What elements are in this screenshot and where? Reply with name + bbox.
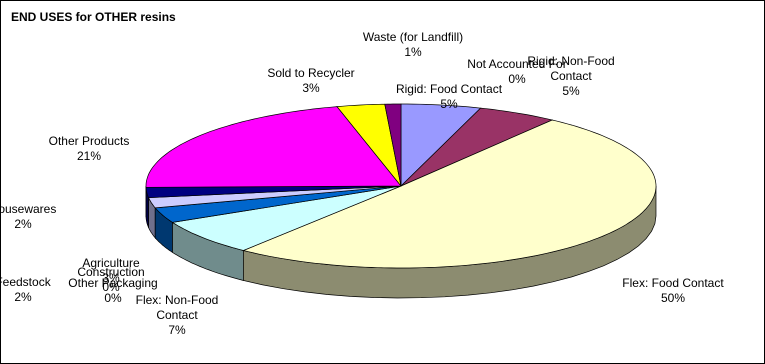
pie-slice-other-products [145, 106, 402, 188]
pie-slice-waste-for-landfill- [384, 103, 402, 187]
pie-slice-flex-food-contact [242, 119, 657, 269]
pie-slice-sold-to-recycler [336, 103, 402, 187]
slice-label-flex-non-food-contact: Flex: Non-Food Contact 7% [136, 293, 219, 337]
slice-label-housewares: Housewares2% [1, 202, 56, 231]
slice-label-sold-to-recycler: Sold to Recycler 3% [267, 66, 354, 95]
slice-label-waste-for-landfill-: Waste (for Landfill) 1% [363, 30, 463, 59]
slice-label-rigid-non-food-contact: Rigid: Non-Food Contact 5% [527, 54, 614, 98]
pie-slice-rigid-non-food-contact [400, 107, 554, 187]
slice-label-not-accounted-for: Not Accounted For 0% [467, 57, 566, 86]
pie-slice-housewares [145, 185, 402, 199]
slice-label-construction: Construction 0% [77, 265, 144, 294]
chart-title: END USES for OTHER resins [11, 10, 176, 24]
slice-label-other-products: Other Products 21% [49, 134, 130, 163]
pie-slice-rigid-food-contact [400, 103, 482, 187]
slice-label-rigid-food-contact: Rigid: Food Contact 5% [396, 82, 503, 111]
pie-slice-feedstock [148, 185, 402, 209]
slice-label-feedstock: Feedstock2% [1, 275, 52, 304]
pie-slice-flex-non-food-contact [171, 185, 402, 251]
pie-slice-agriculture [154, 185, 402, 223]
slice-label-agriculture: Agriculture 3% [82, 256, 140, 285]
slice-label-flex-food-contact: Flex: Food Contact 50% [622, 276, 724, 305]
slice-label-other-packaging: Other Packaging 0% [68, 276, 157, 305]
